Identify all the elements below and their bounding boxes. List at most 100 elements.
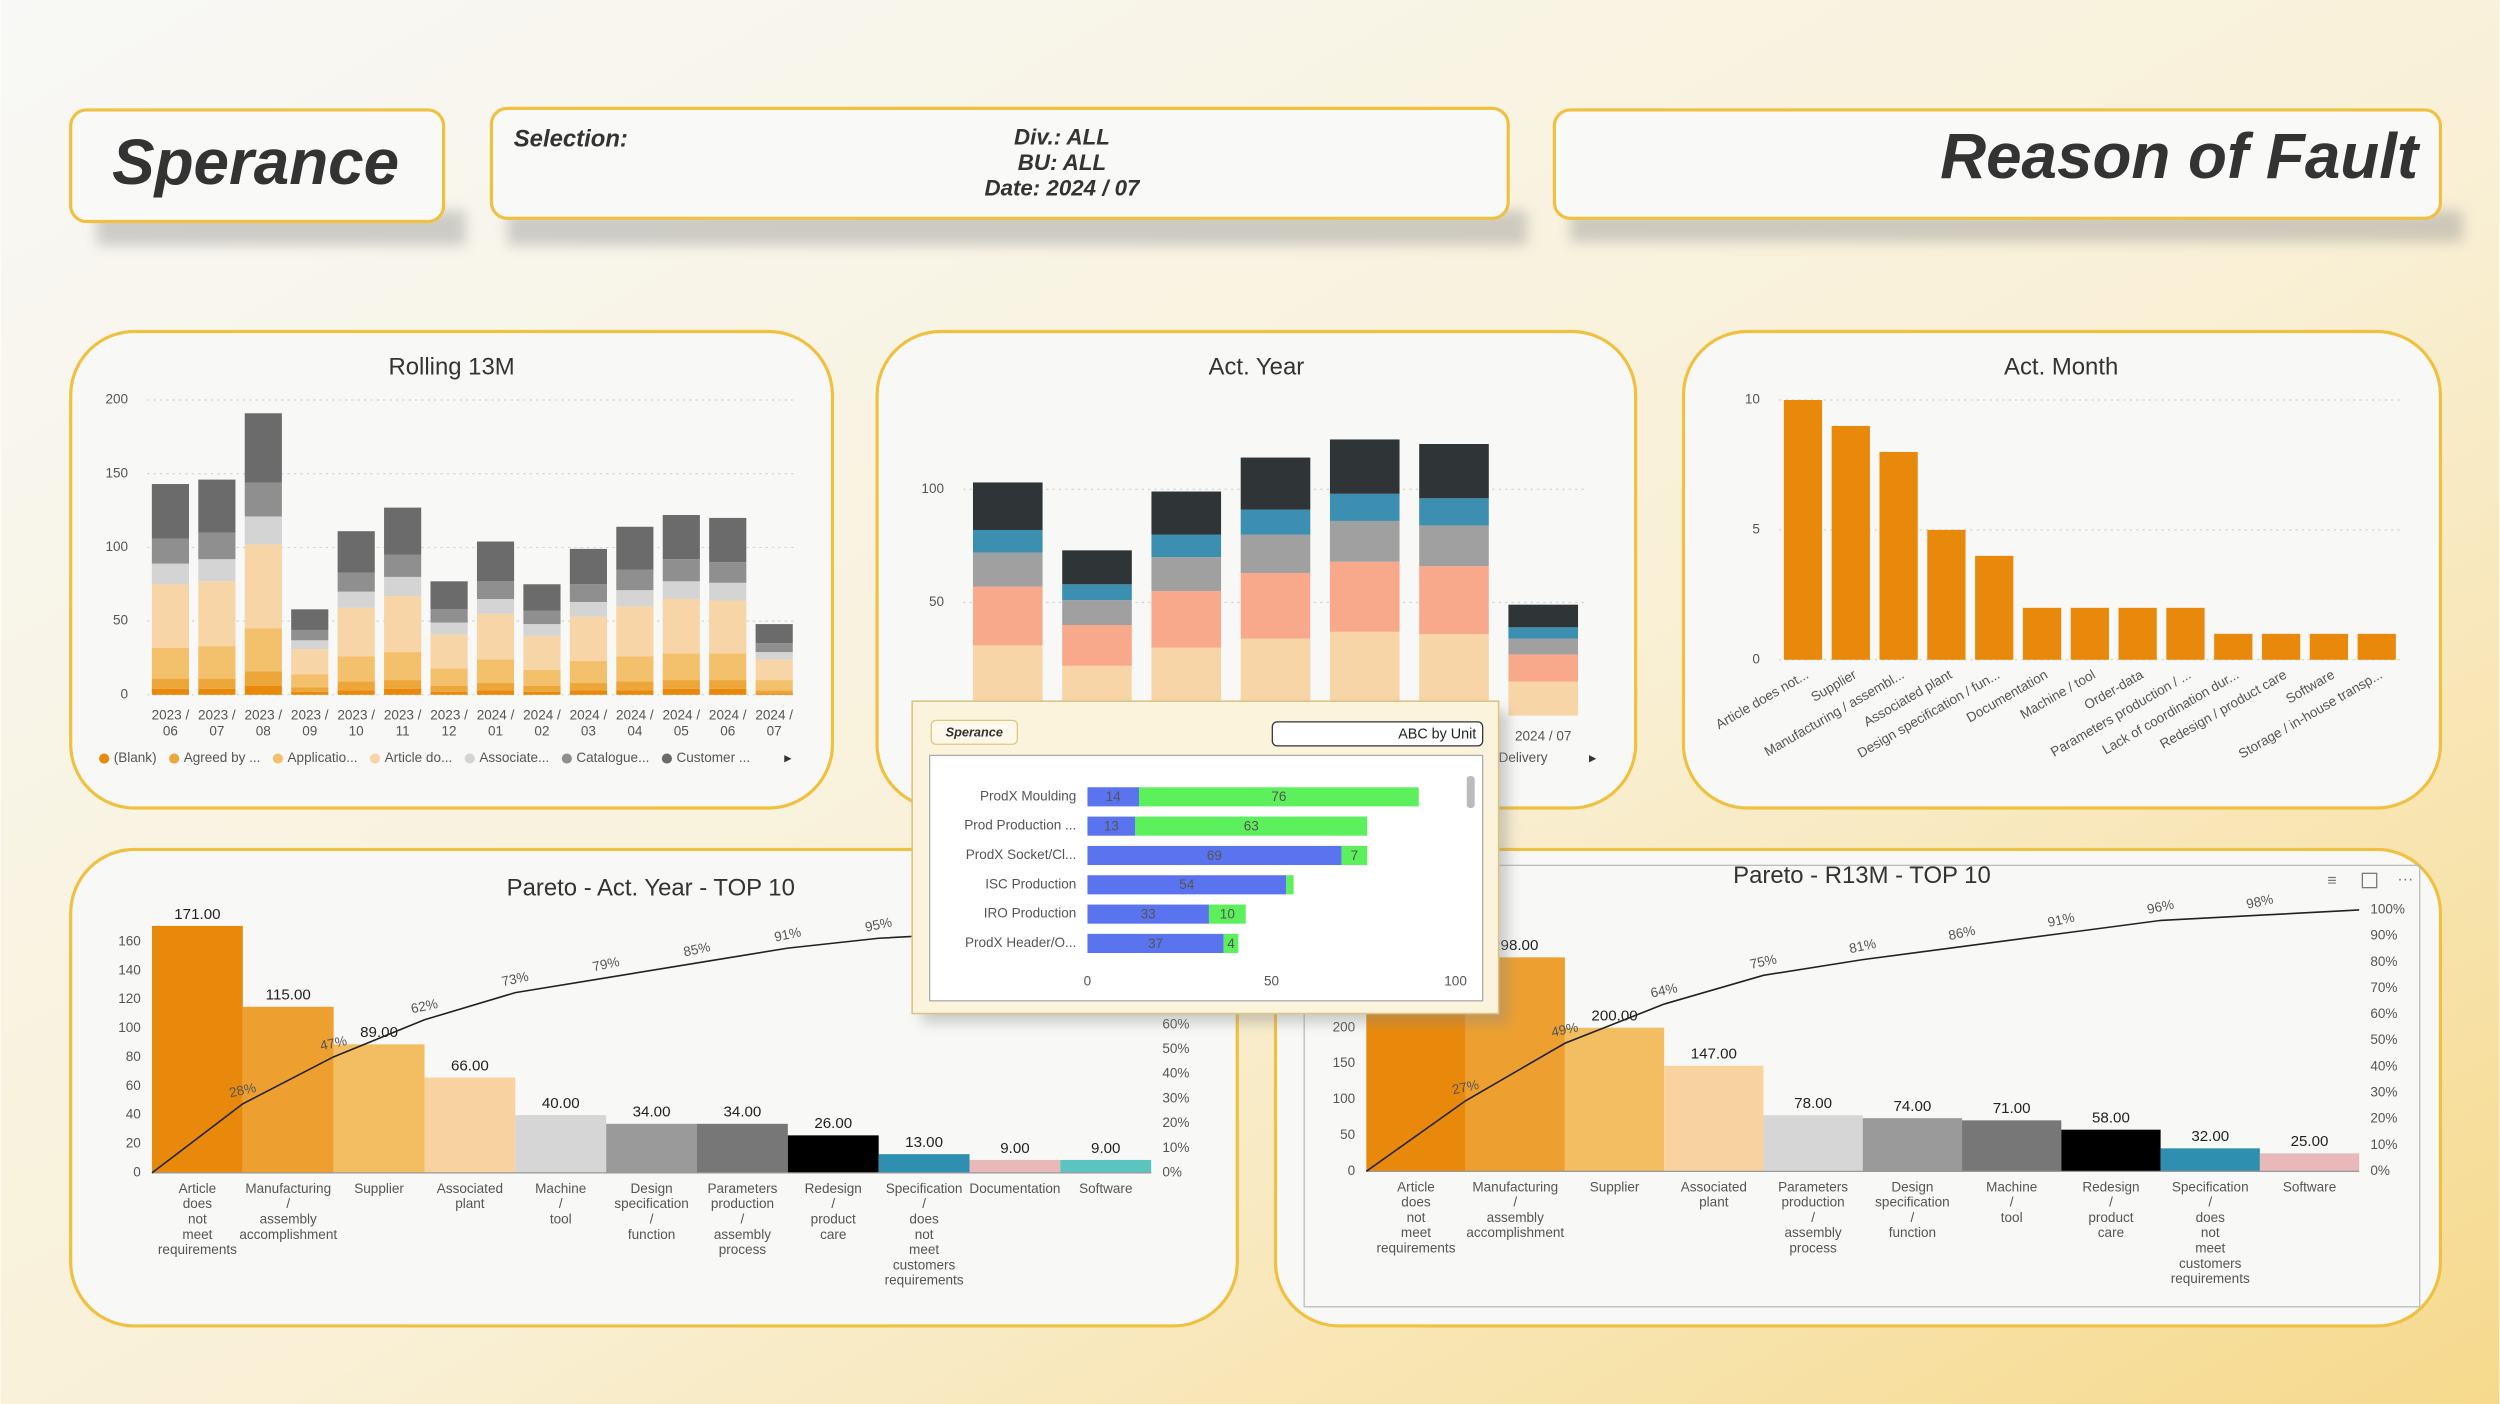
label-line: requirements [1376, 1240, 1455, 1255]
bar-segment [569, 690, 607, 695]
label-line: specification [1875, 1194, 1949, 1209]
bar [2118, 607, 2157, 660]
more-icon[interactable]: ··· [2397, 871, 2413, 888]
y2-tick-label: 20% [1162, 1115, 1189, 1130]
y2-tick-label: 90% [2370, 928, 2397, 943]
bar-segment [151, 563, 189, 585]
label-line: Specification [2172, 1179, 2249, 1194]
label-line: / [2208, 1194, 2212, 1209]
y-tick-label: 140 [118, 962, 141, 977]
label-line: 07 [209, 723, 224, 738]
y-tick-label: 100 [921, 481, 944, 496]
bar-segment [198, 559, 236, 582]
bar-segment [430, 691, 468, 695]
y-tick-label: 20 [126, 1136, 141, 1151]
label-line: Article [1397, 1179, 1435, 1194]
bar [424, 1077, 516, 1173]
y-tick-label: 100 [105, 539, 128, 554]
legend-label: Catalogue... [576, 750, 649, 765]
data-label: 9.00 [1091, 1140, 1120, 1157]
bar-segment [337, 607, 375, 657]
selection-label: Selection: [514, 126, 628, 153]
bar [697, 1123, 788, 1173]
bar-segment [709, 517, 747, 563]
y2-tick-label: 0% [1162, 1164, 1182, 1179]
bar-segment [476, 599, 515, 614]
tooltip-button-label[interactable]: ABC by Unit [1398, 726, 1476, 742]
bar-segment [244, 685, 282, 695]
focus-frame [1303, 864, 2421, 1308]
bar-segment [198, 646, 236, 679]
filter-icon[interactable]: ≡ [2327, 872, 2336, 889]
bar [1962, 1120, 2062, 1172]
bar-segment [1135, 816, 1368, 836]
focus-icon[interactable] [2361, 872, 2378, 889]
label-line: not [915, 1226, 934, 1241]
bar-segment [337, 690, 375, 695]
label-line: 2023 / [152, 707, 190, 722]
bar-segment [662, 653, 700, 681]
tooltip-button[interactable] [1271, 721, 1484, 747]
legend-label: Associate... [479, 750, 549, 765]
bar-segment [569, 601, 607, 617]
y2-tick-label: 50% [2370, 1032, 2397, 1047]
x-tick-label: Supplier [354, 1180, 404, 1195]
x-tick-label: 2024 /03 [570, 707, 608, 738]
chart-title: Act. Year [1209, 353, 1305, 380]
label-line: 2023 / [198, 707, 236, 722]
label-line: not [1407, 1209, 1426, 1224]
label-line: 03 [581, 723, 596, 738]
bar-segment [662, 599, 700, 654]
bar [787, 1135, 879, 1173]
data-label: 14 [1106, 789, 1122, 804]
title-box [1552, 108, 2443, 220]
bar-segment [755, 643, 793, 653]
data-label: 58.00 [2092, 1110, 2130, 1127]
x-tick-label: 2023 /10 [337, 707, 375, 738]
legend-label: Agreed by ... [184, 750, 261, 765]
label-line: process [719, 1242, 767, 1257]
legend-next[interactable]: ▸ [1589, 750, 1596, 766]
label-line: tool [550, 1211, 572, 1226]
bar-segment [384, 688, 422, 695]
bar [2259, 1153, 2360, 1172]
bar-segment [1087, 816, 1136, 836]
label-line: requirements [2171, 1271, 2250, 1286]
bar [969, 1159, 1061, 1173]
x-tick-label: Manufacturing / assembly accomplishment [1466, 1179, 1564, 1240]
y-tick-label: 40 [126, 1107, 141, 1122]
bar-segment [244, 671, 282, 686]
bar-segment [1087, 787, 1139, 807]
bar-segment [972, 482, 1043, 530]
bar-segment [1087, 875, 1287, 895]
data-label: 33 [1141, 906, 1156, 921]
label-line: does [909, 1211, 939, 1226]
y2-tick-label: 80% [2370, 954, 2397, 969]
label-line: / [286, 1196, 290, 1211]
selection-box [489, 106, 1510, 220]
legend-marker [272, 753, 284, 764]
cumulative-label: 91% [2046, 910, 2076, 930]
bar-segment [709, 562, 747, 583]
bar-segment [476, 541, 515, 582]
cumulative-label: 49% [1550, 1019, 1580, 1039]
bar-segment [755, 652, 793, 660]
bar-segment [291, 649, 329, 675]
data-label: 25.00 [2291, 1133, 2329, 1150]
legend-next[interactable]: ▸ [784, 750, 791, 766]
bar-segment [1329, 520, 1400, 562]
bar [2357, 633, 2396, 660]
bar [606, 1123, 698, 1173]
bar-segment [1062, 600, 1132, 626]
label-line: Associated [1681, 1179, 1747, 1194]
bar [1862, 1118, 1963, 1172]
y2-tick-label: 50% [1162, 1041, 1189, 1056]
scrollbar[interactable] [1466, 776, 1475, 808]
label-line: meet [1401, 1225, 1431, 1240]
bar-segment [616, 590, 654, 607]
label-line: product [2088, 1209, 2133, 1224]
bar [2070, 607, 2109, 660]
bar-segment [384, 652, 422, 681]
bar-segment [1419, 498, 1489, 526]
label-line: 2024 / [755, 707, 793, 722]
